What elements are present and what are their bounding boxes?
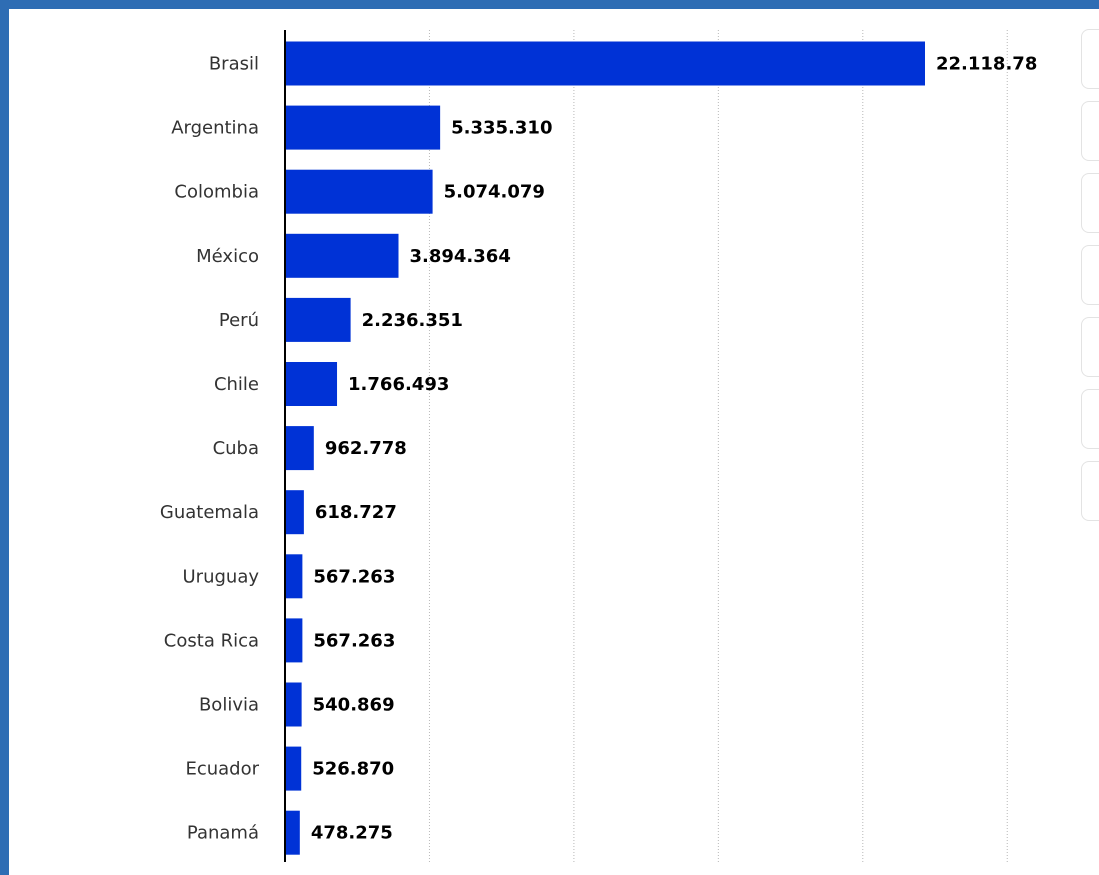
bar[interactable] <box>286 490 304 535</box>
side-panel-tab[interactable] <box>1081 461 1099 521</box>
category-label: Panamá <box>187 823 259 844</box>
value-label: 478.275 <box>311 823 393 844</box>
value-label: 540.869 <box>313 695 395 716</box>
bar[interactable] <box>286 297 351 342</box>
bar[interactable] <box>286 105 441 150</box>
side-panel-tab[interactable] <box>1081 29 1099 89</box>
bar[interactable] <box>286 682 302 727</box>
bar[interactable] <box>286 169 433 214</box>
value-label: 22.118.78 <box>936 54 1037 75</box>
bar[interactable] <box>286 233 399 278</box>
category-label: Costa Rica <box>164 630 259 651</box>
category-label: México <box>196 246 259 267</box>
value-label: 567.263 <box>313 566 395 587</box>
value-label: 5.074.079 <box>444 182 545 203</box>
bar[interactable] <box>286 426 314 471</box>
side-panel-tab[interactable] <box>1081 317 1099 377</box>
category-label: Perú <box>219 310 259 331</box>
category-label: Cuba <box>213 438 259 459</box>
category-label: Argentina <box>171 118 259 139</box>
category-label: Ecuador <box>185 759 259 780</box>
bar[interactable] <box>286 746 302 791</box>
side-panel-tab[interactable] <box>1081 173 1099 233</box>
value-label: 526.870 <box>312 759 394 780</box>
bar[interactable] <box>286 810 300 855</box>
value-label: 3.894.364 <box>410 246 511 267</box>
value-label: 567.263 <box>313 630 395 651</box>
category-label: Guatemala <box>160 502 259 523</box>
value-label: 2.236.351 <box>362 310 463 331</box>
value-label: 5.335.310 <box>451 118 552 139</box>
side-panel-tab[interactable] <box>1081 245 1099 305</box>
category-label: Colombia <box>174 182 259 203</box>
category-label: Brasil <box>209 54 259 75</box>
bar[interactable] <box>286 554 303 599</box>
value-label: 1.766.493 <box>348 374 449 395</box>
side-panel-tab[interactable] <box>1081 101 1099 161</box>
side-panel-tab[interactable] <box>1081 389 1099 449</box>
value-label: 962.778 <box>325 438 407 459</box>
value-label: 618.727 <box>315 502 397 523</box>
category-label: Uruguay <box>183 566 260 587</box>
bar[interactable] <box>286 362 338 406</box>
bar[interactable] <box>286 41 925 86</box>
category-label: Chile <box>214 374 259 395</box>
category-label: Bolivia <box>199 695 259 716</box>
bar[interactable] <box>286 618 303 663</box>
